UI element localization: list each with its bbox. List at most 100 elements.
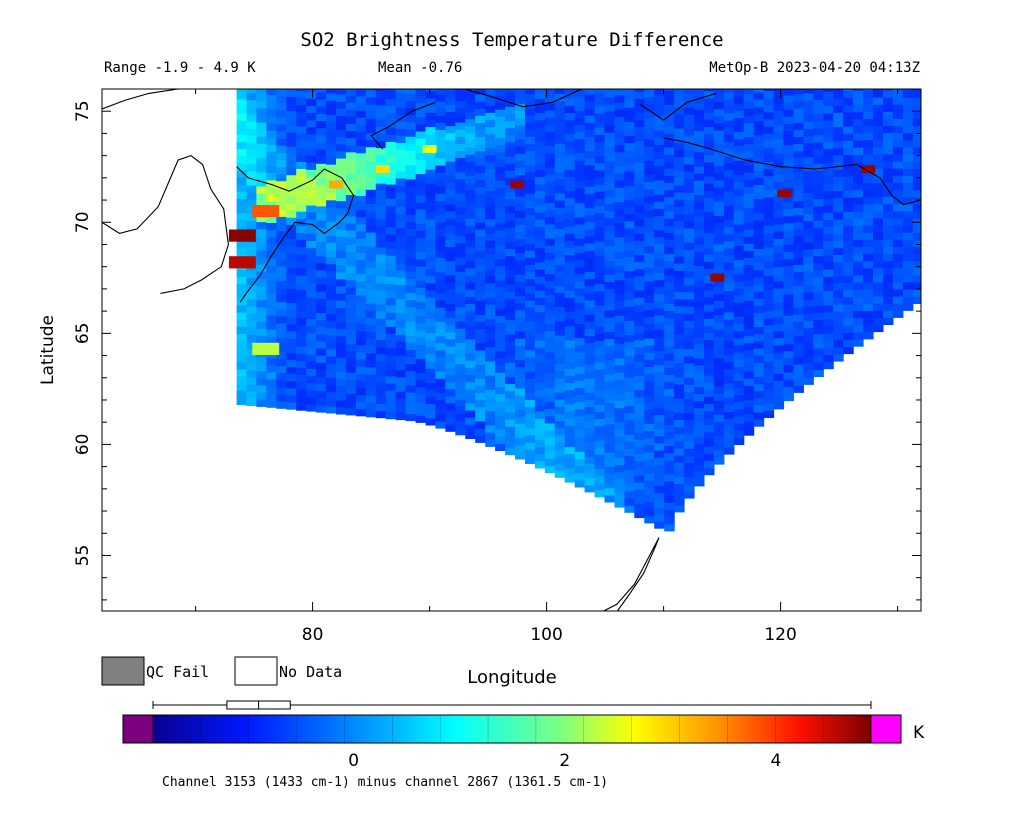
swath-cell bbox=[455, 157, 466, 166]
swath-cell bbox=[843, 90, 854, 99]
swath-cell bbox=[684, 185, 695, 193]
swath-cell bbox=[753, 177, 765, 185]
swath-cell bbox=[833, 126, 844, 135]
swath-cell bbox=[415, 401, 427, 409]
swath-cell bbox=[883, 310, 894, 318]
swath-cell bbox=[306, 148, 317, 156]
swath-cell bbox=[723, 98, 735, 107]
swath-cell bbox=[713, 307, 725, 316]
swath-cell bbox=[365, 111, 377, 119]
swath-cell bbox=[654, 435, 665, 444]
swath-cell bbox=[395, 320, 407, 328]
swath-cell bbox=[704, 254, 715, 262]
swath-cell bbox=[892, 175, 904, 183]
swath-cell bbox=[574, 188, 586, 197]
swath-cell bbox=[266, 265, 277, 273]
swath-cell bbox=[684, 242, 695, 250]
swath-cell bbox=[425, 361, 436, 369]
swath-cell bbox=[912, 282, 921, 290]
swath-cell bbox=[306, 339, 317, 348]
swath-cell bbox=[873, 288, 884, 297]
swath-cell bbox=[355, 344, 367, 353]
swath-cell bbox=[435, 342, 446, 351]
swath-cell bbox=[525, 200, 536, 209]
swath-cell bbox=[296, 303, 307, 312]
swath-cell bbox=[296, 282, 307, 290]
swath-cell bbox=[684, 99, 695, 108]
swath-cell bbox=[853, 111, 864, 120]
swath-cell bbox=[336, 158, 347, 166]
swath-cell bbox=[534, 148, 546, 156]
swath-cell bbox=[634, 183, 645, 192]
swath-cell bbox=[594, 361, 606, 370]
swath-cell bbox=[515, 380, 526, 389]
swath-cell bbox=[654, 492, 665, 501]
swath-cell bbox=[733, 96, 745, 104]
swath-cell bbox=[902, 203, 914, 212]
swath-cell bbox=[306, 318, 317, 327]
swath-cell bbox=[833, 211, 844, 220]
swath-cell bbox=[584, 100, 596, 109]
swath-cell bbox=[515, 174, 526, 183]
swath-cell bbox=[465, 211, 476, 219]
swath-cell bbox=[773, 266, 785, 275]
swath-cell bbox=[694, 123, 705, 131]
swath-cell bbox=[664, 118, 675, 127]
swath-cell bbox=[385, 141, 397, 150]
swath-cell bbox=[694, 279, 705, 288]
swath-cell bbox=[713, 144, 725, 152]
swath-cell bbox=[375, 403, 387, 412]
swath-cell bbox=[515, 373, 526, 382]
swath-cell bbox=[405, 200, 417, 208]
swath-cell bbox=[534, 197, 546, 206]
swath-cell bbox=[395, 334, 407, 342]
swath-cell bbox=[773, 167, 785, 175]
swath-cell bbox=[564, 389, 576, 398]
swath-cell bbox=[475, 413, 486, 422]
swath-cell bbox=[713, 350, 725, 358]
swath-cell bbox=[644, 124, 655, 133]
swath-cell bbox=[505, 89, 516, 93]
swath-cell bbox=[594, 276, 606, 285]
swath-cell bbox=[574, 309, 586, 317]
swath-cell bbox=[793, 228, 804, 237]
swath-cell bbox=[495, 116, 506, 124]
swath-cell bbox=[773, 401, 785, 410]
swath-cell bbox=[684, 362, 695, 371]
swath-cell bbox=[525, 356, 536, 365]
swath-cell bbox=[554, 271, 566, 279]
swath-cell bbox=[723, 311, 735, 320]
swath-cell bbox=[614, 464, 625, 473]
swath-cell bbox=[823, 318, 834, 327]
hotspot-cell bbox=[710, 273, 725, 282]
swath-cell bbox=[445, 346, 456, 354]
swath-cell bbox=[912, 125, 921, 134]
swath-cell bbox=[694, 201, 705, 210]
swath-cell bbox=[475, 243, 486, 251]
swath-cell bbox=[912, 111, 921, 120]
swath-cell bbox=[753, 106, 765, 114]
swath-cell bbox=[515, 117, 526, 126]
hotspot-cell bbox=[777, 189, 792, 198]
swath-cell bbox=[863, 203, 874, 212]
swath-cell bbox=[236, 198, 248, 206]
swath-cell bbox=[654, 208, 665, 216]
swath-cell bbox=[654, 172, 665, 181]
swath-cell bbox=[644, 96, 655, 104]
swath-cell bbox=[316, 376, 327, 385]
swath-cell bbox=[813, 227, 824, 235]
swath-cell bbox=[664, 132, 675, 141]
swath-cell bbox=[395, 277, 407, 286]
swath-cell bbox=[644, 473, 655, 481]
swath-cell bbox=[614, 428, 625, 437]
swath-cell bbox=[485, 90, 496, 99]
swath-cell bbox=[713, 357, 725, 366]
swath-cell bbox=[276, 266, 287, 274]
swath-cell bbox=[843, 325, 854, 333]
swath-cell bbox=[863, 90, 874, 98]
swath-cell bbox=[326, 256, 337, 265]
swath-cell bbox=[276, 202, 287, 210]
swath-cell bbox=[316, 390, 327, 399]
swath-cell bbox=[733, 288, 745, 296]
swath-cell bbox=[306, 347, 317, 355]
